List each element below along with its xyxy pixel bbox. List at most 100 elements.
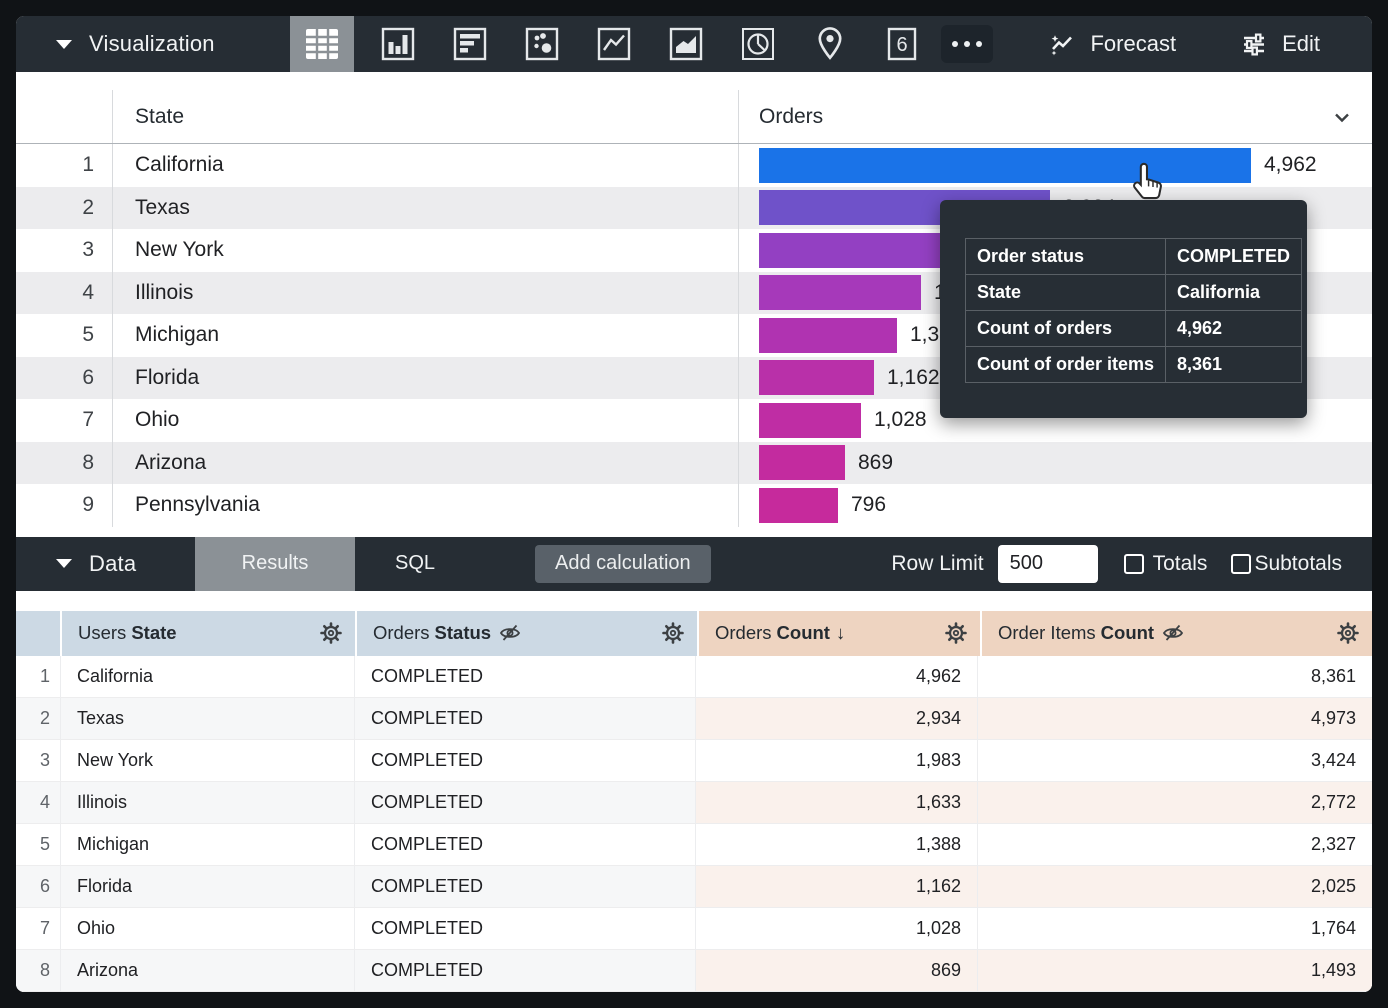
orders-bar[interactable] <box>759 317 897 353</box>
viz-state-cell[interactable]: Michigan <box>112 314 738 357</box>
orders-bar[interactable] <box>759 487 838 523</box>
viz-state-column-header[interactable]: State <box>112 90 738 143</box>
viz-orders-cell[interactable]: 796 <box>738 484 1372 527</box>
orders-count-cell[interactable]: 1,388 <box>696 823 978 865</box>
orders-count-cell[interactable]: 2,934 <box>696 697 978 739</box>
gear-icon[interactable] <box>661 621 685 645</box>
viz-orders-cell[interactable]: 1,162 <box>738 356 1372 399</box>
status-cell[interactable]: COMPLETED <box>355 655 696 697</box>
gear-icon[interactable] <box>319 621 343 645</box>
orders-bar[interactable] <box>759 402 861 438</box>
viz-orders-cell[interactable]: 4,962 <box>738 144 1372 187</box>
edit-button[interactable]: Edit <box>1240 30 1320 58</box>
order-items-count-cell[interactable]: 2,327 <box>1310 833 1356 854</box>
order-items-count-cell[interactable]: 2,025 <box>978 865 1372 907</box>
gear-icon[interactable] <box>1336 621 1360 645</box>
orders-bar[interactable] <box>759 445 845 481</box>
viz-row-number: 2 <box>82 195 94 219</box>
order-items-count-cell[interactable]: 8,361 <box>1310 665 1356 686</box>
line-chart-icon <box>597 27 631 61</box>
order-items-count-cell[interactable]: 2,772 <box>978 781 1372 823</box>
orders-count-cell[interactable]: 869 <box>696 949 978 991</box>
data-section-toggle[interactable]: Data <box>16 537 195 591</box>
totals-checkbox-group[interactable]: Totals <box>1123 552 1207 576</box>
chart-type-table-button[interactable] <box>290 16 354 72</box>
chart-type-line-button[interactable] <box>578 16 650 72</box>
orders-bar[interactable] <box>759 360 874 396</box>
orders-bar[interactable] <box>759 275 921 311</box>
status-cell[interactable]: COMPLETED <box>355 907 696 949</box>
viz-row-number: 3 <box>82 238 94 262</box>
chart-type-scatter-button[interactable] <box>506 16 578 72</box>
viz-state-cell[interactable]: Texas <box>112 186 738 229</box>
orders-count-cell[interactable]: 4,962 <box>696 655 978 697</box>
tab-sql[interactable]: SQL <box>355 537 475 591</box>
chart-type-pie-button[interactable] <box>722 16 794 72</box>
data-section-bar: Data Results SQL Add calculation Row Lim… <box>16 536 1372 591</box>
add-calculation-button[interactable]: Add calculation <box>535 544 711 583</box>
row-number-cell: 1 <box>16 655 61 697</box>
more-chart-types-button[interactable] <box>938 16 996 72</box>
state-cell[interactable]: California <box>61 655 355 697</box>
orders-bar[interactable] <box>759 232 956 268</box>
state-cell[interactable]: Florida <box>61 865 355 907</box>
state-cell[interactable]: Arizona <box>61 949 355 991</box>
orders-count-cell[interactable]: 1,028 <box>696 907 978 949</box>
state-cell[interactable]: Ohio <box>61 907 355 949</box>
viz-state-cell[interactable]: Illinois <box>112 271 738 314</box>
column-header-orders-status[interactable]: Orders Status <box>357 610 697 656</box>
viz-state-cell[interactable]: Arizona <box>112 441 738 484</box>
forecast-button[interactable]: Forecast <box>1048 30 1176 58</box>
orders-count-cell[interactable]: 1,633 <box>696 781 978 823</box>
viz-state-cell[interactable]: Florida <box>112 356 738 399</box>
tooltip-row: Order status COMPLETED <box>964 238 1303 275</box>
status-cell[interactable]: COMPLETED <box>355 739 696 781</box>
header-field-label: State <box>131 622 177 643</box>
subtotals-checkbox[interactable] <box>1231 553 1252 574</box>
state-cell[interactable]: Texas <box>61 697 355 739</box>
viz-state-cell[interactable]: California <box>112 144 738 187</box>
tab-results[interactable]: Results <box>195 536 355 591</box>
subtotals-checkbox-group[interactable]: Subtotals <box>1231 552 1342 576</box>
state-cell[interactable]: Illinois <box>61 781 355 823</box>
viz-state-cell[interactable]: Ohio <box>112 399 738 442</box>
status-cell[interactable]: COMPLETED <box>355 949 696 991</box>
chevron-down-icon[interactable] <box>1330 105 1354 129</box>
viz-row-number: 6 <box>82 365 94 389</box>
visualization-section-toggle[interactable]: Visualization <box>16 31 246 57</box>
orders-count-cell[interactable]: 1,162 <box>696 865 978 907</box>
viz-state-cell[interactable]: Pennsylvania <box>112 484 738 527</box>
viz-orders-column-header[interactable]: Orders <box>738 90 1372 143</box>
tooltip-row: State California <box>964 274 1303 311</box>
viz-orders-cell[interactable]: 1,028 <box>738 399 1372 442</box>
status-cell[interactable]: COMPLETED <box>355 781 696 823</box>
row-limit-input[interactable] <box>997 544 1098 583</box>
order-items-count-cell[interactable]: 4,973 <box>978 697 1372 739</box>
state-cell[interactable]: New York <box>61 739 355 781</box>
orders-bar[interactable] <box>759 147 1251 183</box>
chart-type-bar-button[interactable] <box>434 16 506 72</box>
viz-orders-cell[interactable]: 1,388 <box>738 314 1372 357</box>
order-items-count-cell[interactable]: 1,493 <box>978 949 1372 991</box>
orders-count-cell[interactable]: 1,983 <box>696 739 978 781</box>
order-items-count-cell[interactable]: 1,764 <box>1310 917 1356 938</box>
gear-icon[interactable] <box>944 621 968 645</box>
totals-checkbox[interactable] <box>1123 553 1144 574</box>
table-row: 5 Michigan COMPLETED 1,388 2,327 <box>16 823 1372 866</box>
chart-type-map-button[interactable] <box>794 16 866 72</box>
status-cell[interactable]: COMPLETED <box>355 865 696 907</box>
status-cell[interactable]: COMPLETED <box>355 697 696 739</box>
results-tab-label: Results <box>241 552 309 574</box>
status-cell[interactable]: COMPLETED <box>355 823 696 865</box>
chart-type-single-value-button[interactable]: 6 <box>866 16 938 72</box>
viz-table-row: 8 Arizona 869 <box>16 441 1372 484</box>
column-header-order-items-count[interactable]: Order Items Count <box>982 610 1372 656</box>
order-items-count-cell[interactable]: 3,424 <box>1310 749 1356 770</box>
state-cell[interactable]: Michigan <box>61 823 355 865</box>
viz-orders-cell[interactable]: 869 <box>738 441 1372 484</box>
viz-state-cell[interactable]: New York <box>112 229 738 272</box>
column-header-users-state[interactable]: Users State <box>62 610 355 656</box>
chart-type-area-button[interactable] <box>650 16 722 72</box>
column-header-orders-count[interactable]: Orders Count ↓ <box>699 610 980 656</box>
chart-type-column-button[interactable] <box>362 16 434 72</box>
